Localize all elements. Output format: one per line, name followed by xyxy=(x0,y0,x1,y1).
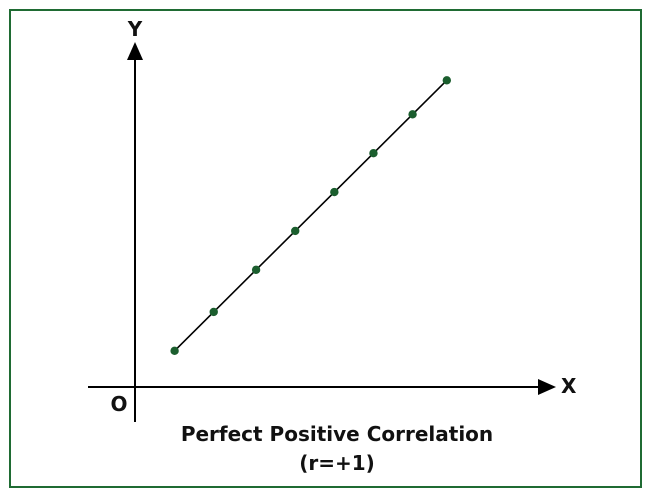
data-point-2 xyxy=(209,307,218,317)
x-axis-label: X xyxy=(561,374,577,398)
data-point-1 xyxy=(170,346,179,356)
data-point-4 xyxy=(291,226,300,236)
chart-title: Perfect Positive Correlation xyxy=(181,422,493,446)
chart-border xyxy=(9,9,642,488)
y-axis-arrow-icon xyxy=(127,42,143,60)
origin-label: O xyxy=(110,392,127,416)
chart-subtitle: (r=+1) xyxy=(299,451,375,475)
x-axis-arrow-icon xyxy=(538,379,556,395)
y-axis-label: Y xyxy=(127,17,143,41)
data-point-6 xyxy=(369,149,378,158)
data-points xyxy=(170,76,452,356)
data-point-5 xyxy=(330,187,339,197)
trend-line xyxy=(174,79,448,352)
data-point-3 xyxy=(251,265,261,275)
data-point-7 xyxy=(408,110,417,119)
data-point-8 xyxy=(442,76,452,85)
